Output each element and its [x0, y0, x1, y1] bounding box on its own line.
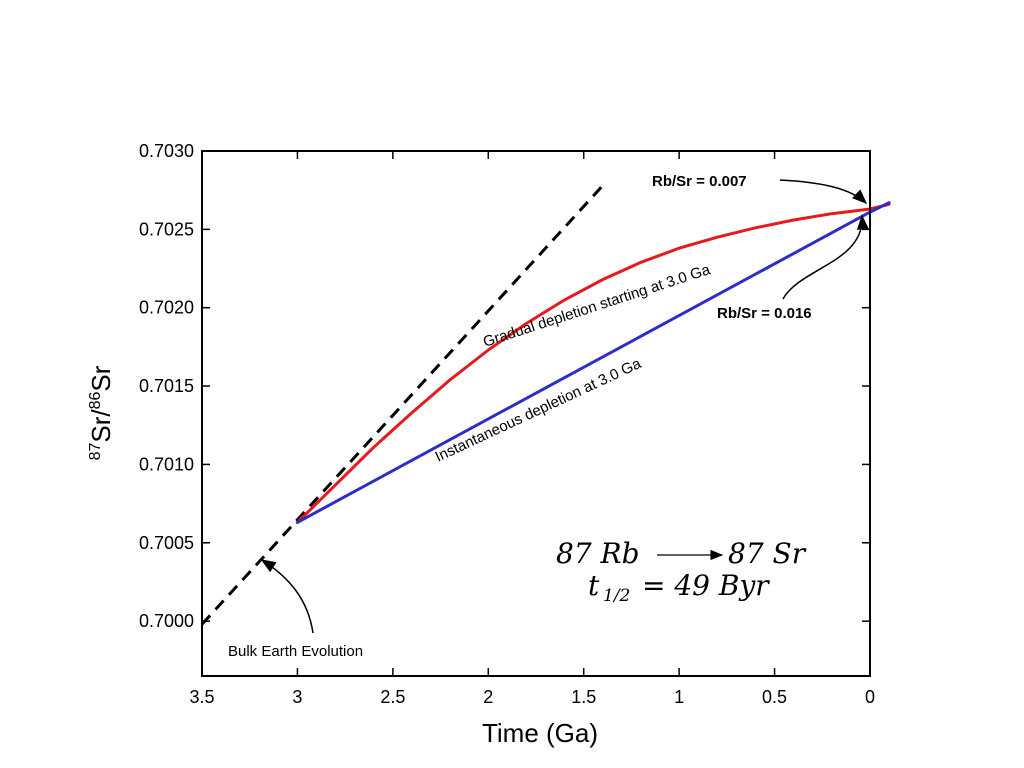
- x-tick-label: 2.5: [380, 687, 405, 707]
- y-title-sup-87: 87: [87, 443, 104, 461]
- bulk-earth-arrow: [260, 559, 314, 634]
- y-tick-label: 0.7000: [139, 611, 194, 631]
- x-tick-label: 3.5: [189, 687, 214, 707]
- x-tick-label: 3: [292, 687, 302, 707]
- y-tick-label: 0.7010: [139, 454, 194, 474]
- y-title-sr-bottom: Sr: [86, 365, 116, 391]
- decay-daughter: 87 Sr: [728, 537, 807, 570]
- rbsr-high-arrow: [782, 214, 869, 300]
- x-tick-label: 0: [865, 687, 875, 707]
- x-tick-label: 2: [483, 687, 493, 707]
- x-tick-label: 1: [674, 687, 684, 707]
- x-tick-label: 1.5: [571, 687, 596, 707]
- plot-frame: [201, 150, 871, 677]
- half-life-subscript: 1/2: [603, 586, 630, 606]
- svg-text:87Sr/86Sr: 87Sr/86Sr: [86, 365, 116, 460]
- x-tick-label: 0.5: [762, 687, 787, 707]
- rbsr-low-label: Rb/Sr = 0.007: [652, 173, 747, 190]
- y-axis-title: 87Sr/86Sr: [86, 365, 116, 460]
- decay-parent: 87 Rb: [556, 537, 640, 570]
- y-tick-label: 0.7005: [139, 533, 194, 553]
- y-tick-label: 0.7025: [139, 219, 194, 239]
- y-tick-label: 0.7030: [139, 141, 194, 161]
- bulk-earth-label: Bulk Earth Evolution: [228, 643, 363, 660]
- x-axis-title: Time (Ga): [482, 718, 598, 748]
- y-tick-label: 0.7015: [139, 376, 194, 396]
- series-line-instantaneous-depletion-at-3-0-ga: [295, 201, 891, 524]
- y-tick-label: 0.7020: [139, 298, 194, 318]
- gradual-depletion-label: Gradual depletion starting at 3.0 Ga: [481, 261, 713, 351]
- rbsr-low-arrow: [779, 179, 868, 205]
- rbsr-high-label: Rb/Sr = 0.016: [717, 305, 812, 322]
- instantaneous-depletion-label: Instantaneous depletion at 3.0 Ga: [433, 355, 645, 466]
- y-title-sup-86: 86: [87, 391, 104, 409]
- y-title-sr-top: Sr: [86, 416, 116, 442]
- series-line-gradual-depletion-starting-at-3-0-ga: [295, 202, 891, 524]
- half-life-t: t: [588, 569, 600, 602]
- y-title-slash: /: [86, 409, 116, 417]
- half-life-value: = 49 Byr: [642, 569, 770, 602]
